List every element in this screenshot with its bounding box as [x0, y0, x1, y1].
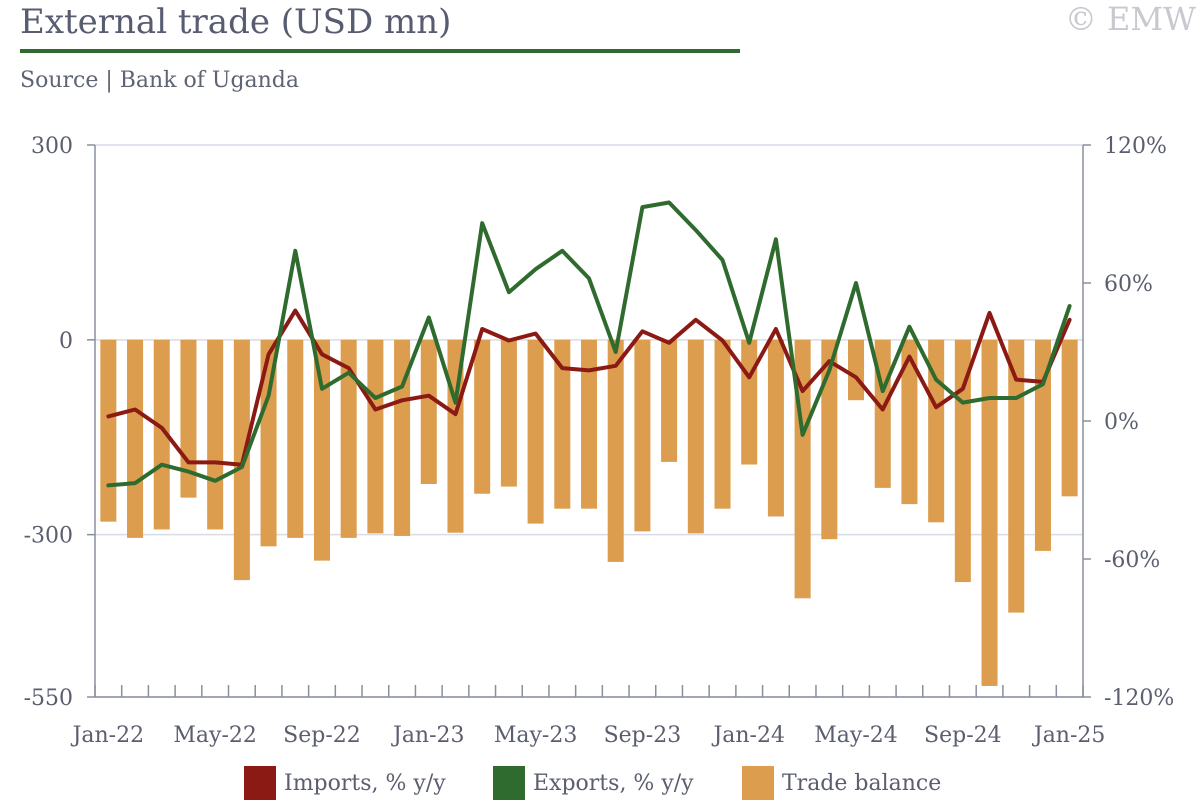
bar-trade-balance — [501, 340, 517, 487]
x-tick-label: Sep-22 — [283, 723, 361, 748]
bar-trade-balance — [715, 340, 731, 509]
x-tick-label: May-22 — [173, 723, 257, 748]
right-tick-label: 60% — [1104, 272, 1153, 297]
bar-trade-balance — [314, 340, 330, 561]
bar-trade-balance — [688, 340, 704, 534]
right-tick-label: 0% — [1104, 410, 1139, 435]
legend-label-imports: Imports, % y/y — [284, 771, 446, 796]
legend-label-trade-balance: Trade balance — [782, 771, 941, 796]
bar-trade-balance — [287, 340, 303, 538]
left-tick-label: 0 — [59, 329, 73, 354]
bar-trade-balance — [127, 340, 143, 538]
bar-trade-balance — [474, 340, 490, 494]
legend-swatch-trade-balance — [742, 766, 774, 800]
bar-trade-balance — [1062, 340, 1078, 497]
bar-trade-balance — [848, 340, 864, 400]
left-tick-label: -300 — [24, 524, 73, 549]
bar-trade-balance — [367, 340, 383, 534]
bar-trade-balance — [581, 340, 597, 509]
left-tick-label: 300 — [31, 134, 73, 159]
x-tick-label: May-24 — [814, 723, 898, 748]
bar-trade-balance — [768, 340, 784, 517]
bar-trade-balance — [982, 340, 998, 686]
bar-trade-balance — [634, 340, 650, 532]
legend-item-trade-balance: Trade balance — [742, 766, 941, 800]
x-tick-label: Jan-24 — [711, 723, 785, 748]
bar-trade-balance — [528, 340, 544, 524]
x-tick-label: Jan-23 — [391, 723, 465, 748]
right-tick-label: -60% — [1104, 548, 1160, 573]
bars-trade-balance — [100, 340, 1077, 686]
bar-trade-balance — [100, 340, 116, 522]
legend-item-imports: Imports, % y/y — [244, 766, 446, 800]
legend-swatch-exports — [493, 766, 525, 800]
legend-label-exports: Exports, % y/y — [533, 771, 694, 796]
x-tick-label: Sep-23 — [604, 723, 682, 748]
x-tick-label: May-23 — [494, 723, 578, 748]
legend: Imports, % y/y Exports, % y/y Trade bala… — [0, 762, 1200, 802]
bar-trade-balance — [207, 340, 223, 530]
bar-trade-balance — [661, 340, 677, 462]
x-tick-label: Sep-24 — [924, 723, 1002, 748]
right-tick-label: 120% — [1104, 134, 1167, 159]
legend-swatch-imports — [244, 766, 276, 800]
left-tick-label: -550 — [24, 686, 73, 711]
right-tick-label: -120% — [1104, 686, 1174, 711]
bar-trade-balance — [741, 340, 757, 465]
chart-canvas: 300 0 -300 -550 120% 60% 0% -60% -120% Jan-22 May-… — [0, 0, 1200, 762]
legend-item-exports: Exports, % y/y — [493, 766, 694, 800]
x-tick-label: Jan-25 — [1032, 723, 1106, 748]
bar-trade-balance — [421, 340, 437, 484]
bar-trade-balance — [608, 340, 624, 562]
x-tick-label: Jan-22 — [71, 723, 145, 748]
